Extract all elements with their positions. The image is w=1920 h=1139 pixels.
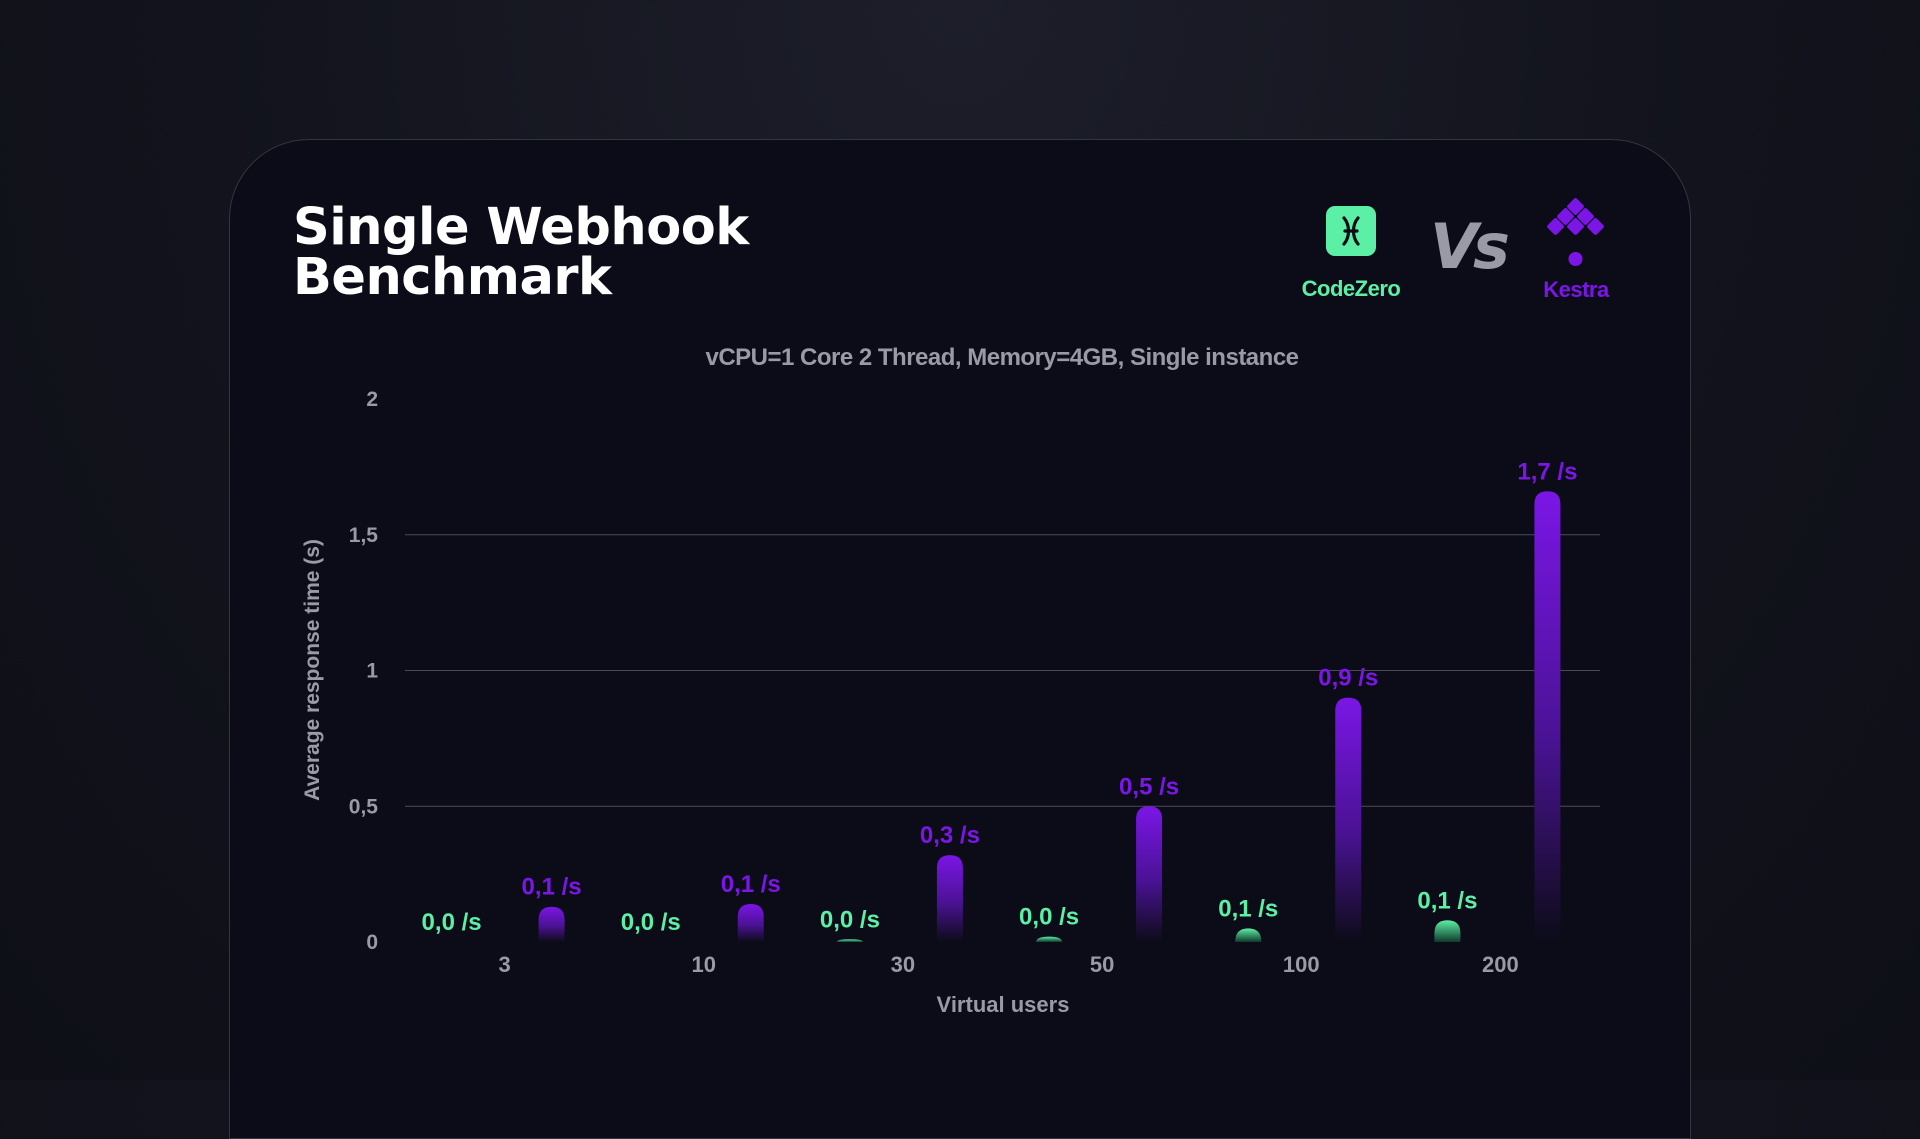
data-label-kestra: 1,7 /s [1517,458,1577,485]
x-axis-label: Virtual users [937,992,1070,1017]
data-label-codezero: 0,0 /s [422,909,482,936]
x-tick-label: 100 [1283,952,1320,977]
data-label-codezero: 0,1 /s [1417,887,1477,914]
x-tick-label: 30 [891,952,915,977]
codezero-logo-icon [1326,206,1376,256]
data-label-codezero: 0,0 /s [820,906,880,933]
data-label-codezero: 0,1 /s [1218,895,1278,922]
data-label-kestra: 0,1 /s [522,874,582,901]
bar-codezero [836,939,863,942]
x-tick-label: 10 [692,952,716,977]
bar-kestra [1136,806,1163,942]
y-tick-label: 1 [366,660,378,683]
kestra-logo: Kestra [1520,198,1632,303]
bar-kestra [936,855,963,942]
codezero-logo: CodeZero [1286,206,1416,302]
vs-label: Vs [1430,210,1510,283]
data-label-kestra: 0,5 /s [1119,773,1179,800]
kestra-logo-name: Kestra [1543,277,1609,302]
kestra-logo-icon [1547,198,1604,266]
title-line-1: Single Webhook [293,198,749,257]
bar-kestra [538,906,565,942]
x-tick-label: 3 [498,952,510,977]
chart-card [229,139,1691,1139]
y-tick-label: 1,5 [349,524,379,547]
data-label-kestra: 0,1 /s [721,871,781,898]
y-axis-label: Average response time (s) [301,539,324,801]
bar-chart: 0 0,5 1 1,5 2 Average response time (s) Virtua… [301,388,1600,1017]
y-tick-label: 2 [366,388,378,411]
data-label-codezero: 0,0 /s [621,909,681,936]
page-title: Single Webhook Benchmark [293,198,749,307]
bar-kestra [737,903,764,942]
y-tick-label: 0,5 [349,795,379,818]
y-tick-label: 0 [366,931,378,954]
bar-kestra [1534,491,1561,942]
bar-kestra [1335,697,1362,942]
data-label-kestra: 0,3 /s [920,822,980,849]
codezero-logo-name: CodeZero [1301,276,1401,301]
bar-codezero [1036,936,1063,942]
title-line-2: Benchmark [293,248,612,307]
data-label-kestra: 0,9 /s [1318,665,1378,692]
bar-codezero [1434,920,1461,942]
bar-codezero [1235,928,1262,942]
x-tick-label: 50 [1090,952,1114,977]
data-label-codezero: 0,0 /s [1019,904,1079,931]
chart-subtitle: vCPU=1 Core 2 Thread, Memory=4GB, Single… [705,344,1299,371]
x-tick-label: 200 [1482,952,1519,977]
